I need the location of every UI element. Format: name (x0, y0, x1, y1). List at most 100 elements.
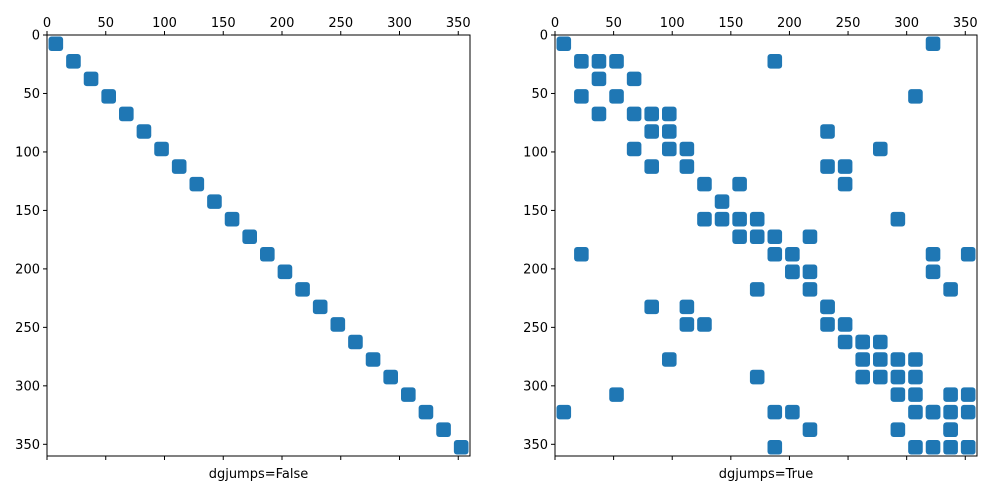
sparsity-block (574, 247, 589, 262)
sparsity-block (908, 439, 923, 455)
sparsity-block (732, 176, 747, 192)
sparsity-block (574, 54, 589, 69)
y-tick-label: 100 (523, 145, 548, 160)
right-blocks (556, 36, 976, 455)
sparsity-block (453, 439, 469, 455)
sparsity-block (732, 211, 747, 227)
y-tick-label: 50 (531, 87, 548, 102)
y-tick-label: 0 (32, 29, 40, 44)
sparsity-block (960, 439, 976, 455)
sparsity-block (767, 439, 783, 455)
sparsity-block (890, 422, 906, 437)
sparsity-block (890, 211, 906, 227)
x-tick-label: 300 (894, 16, 919, 31)
sparsity-block (925, 264, 941, 280)
sparsity-block (679, 317, 695, 332)
sparsity-block (943, 422, 958, 437)
x-tick-label: 300 (387, 16, 412, 31)
sparsity-block (749, 369, 765, 385)
sparsity-block (802, 282, 818, 297)
sparsity-block (767, 54, 783, 69)
sparsity-block (802, 264, 818, 280)
sparsity-block (837, 176, 853, 192)
sparsity-block (873, 352, 888, 367)
sparsity-block (644, 106, 659, 122)
sparsity-block (66, 54, 81, 69)
y-tick-label: 250 (15, 321, 40, 336)
sparsity-block (802, 229, 818, 244)
x-tick-label: 250 (328, 16, 353, 31)
sparsity-block (925, 36, 941, 52)
sparsity-block (574, 89, 589, 104)
sparsity-block (890, 369, 906, 385)
left-blocks (48, 36, 469, 455)
sparsity-block (662, 124, 677, 139)
x-tick-label: 150 (211, 16, 236, 31)
right-x-ticks: 0 50 100 150 200 250 300 350 (551, 16, 978, 35)
sparsity-block (154, 141, 169, 157)
sparsity-block (697, 176, 712, 192)
sparsity-block (136, 124, 152, 139)
y-tick-label: 0 (540, 29, 548, 44)
y-tick-label: 100 (15, 145, 40, 160)
sparsity-block (697, 211, 712, 227)
sparsity-block (591, 106, 607, 122)
y-tick-label: 300 (15, 379, 40, 394)
sparsity-block (873, 141, 888, 157)
sparsity-block (873, 369, 888, 385)
sparsity-block (960, 247, 976, 262)
sparsity-block (925, 404, 941, 420)
sparsity-block (855, 352, 870, 367)
sparsity-block (837, 159, 853, 174)
sparsity-block (908, 387, 923, 402)
sparsity-block (767, 404, 783, 420)
x-tick-label: 350 (446, 16, 471, 31)
sparsity-block (556, 36, 572, 52)
sparsity-block (556, 404, 572, 420)
sparsity-block (609, 89, 624, 104)
sparsity-block (626, 71, 642, 87)
left-axes-frame (46, 34, 471, 457)
right-bottom-ticks (554, 456, 966, 460)
sparsity-block (591, 54, 607, 69)
sparsity-block (960, 387, 976, 402)
y-tick-label: 350 (15, 438, 40, 453)
sparsity-block (189, 176, 205, 192)
sparsity-block (207, 194, 222, 209)
sparsity-block (925, 439, 941, 455)
sparsity-block (767, 229, 783, 244)
sparsity-block (644, 124, 659, 139)
sparsity-block (48, 36, 64, 52)
sparsity-block (591, 71, 607, 87)
sparsity-block (890, 352, 906, 367)
right-axes-frame (554, 34, 978, 457)
sparsity-block (401, 387, 416, 402)
sparsity-block (609, 54, 624, 69)
x-tick-label: 100 (660, 16, 685, 31)
sparsity-block (837, 317, 853, 332)
sparsity-block (662, 141, 677, 157)
sparsity-block (749, 211, 765, 227)
x-tick-label: 200 (270, 16, 295, 31)
sparsity-block (242, 229, 257, 244)
y-tick-label: 200 (15, 262, 40, 277)
sparsity-block (908, 352, 923, 367)
sparsity-block (855, 334, 870, 350)
sparsity-block (820, 159, 835, 174)
sparsity-block (119, 106, 134, 122)
sparsity-block (749, 229, 765, 244)
sparsity-block (418, 404, 434, 420)
left-y-ticks: 0 50 100 150 200 250 300 350 (15, 29, 47, 453)
right-xlabel: dgjumps=True (719, 467, 814, 482)
x-tick-label: 50 (97, 16, 114, 31)
left-bottom-ticks (46, 456, 459, 460)
left-x-ticks: 0 50 100 150 200 250 300 350 (43, 16, 471, 35)
sparsity-block (679, 141, 695, 157)
x-tick-label: 200 (777, 16, 802, 31)
sparsity-block (873, 334, 888, 350)
sparsity-block (644, 159, 659, 174)
sparsity-block (679, 299, 695, 315)
sparsity-block (312, 299, 328, 315)
sparsity-block (960, 404, 976, 420)
